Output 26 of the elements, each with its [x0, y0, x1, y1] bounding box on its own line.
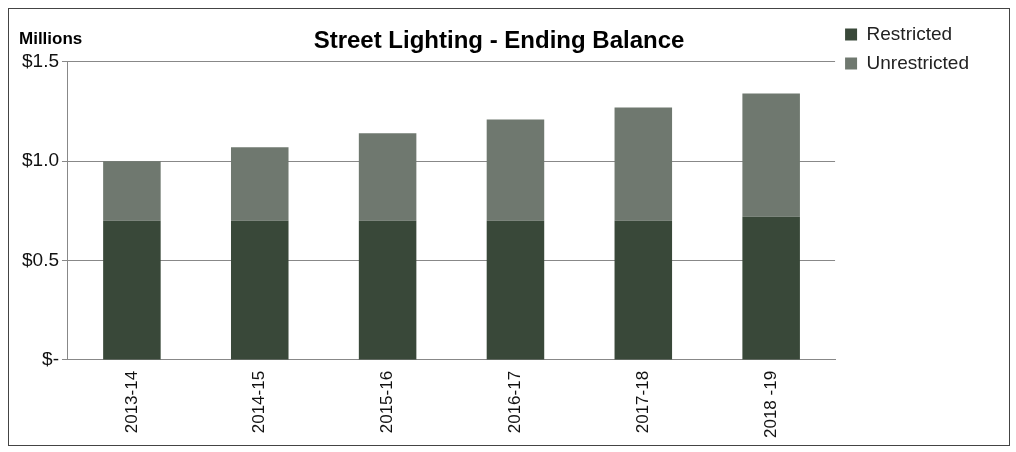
bar: [230, 220, 289, 360]
bar: [358, 133, 417, 221]
bar: [742, 216, 800, 360]
y-tick-label: $0.5: [22, 248, 59, 270]
x-tick-label: 2017-18: [632, 370, 652, 434]
x-tick-label: 2018 -19: [760, 370, 780, 439]
y-tick-label: $1.5: [22, 50, 59, 72]
x-tick-label: 2015-16: [377, 370, 397, 434]
bar: [358, 220, 417, 360]
bar: [103, 161, 161, 221]
y-tick-label: $1.0: [22, 149, 59, 171]
y-axis-title: Millions: [19, 28, 83, 48]
bar: [486, 119, 545, 221]
x-tick-label: 2013-14: [121, 370, 141, 434]
chart-title: Street Lighting - Ending Balance: [313, 26, 685, 54]
bar: [614, 107, 673, 221]
bar: [230, 147, 289, 221]
x-tick-label: 2014-15: [249, 370, 269, 434]
bar: [103, 220, 161, 360]
legend-label: Restricted: [866, 22, 953, 44]
y-tick-label: $-: [42, 348, 59, 370]
x-tick-label: 2016-17: [505, 370, 525, 434]
bar: [742, 93, 800, 217]
legend-label: Unrestricted: [866, 51, 969, 73]
bar: [486, 220, 545, 360]
bar: [614, 220, 673, 360]
